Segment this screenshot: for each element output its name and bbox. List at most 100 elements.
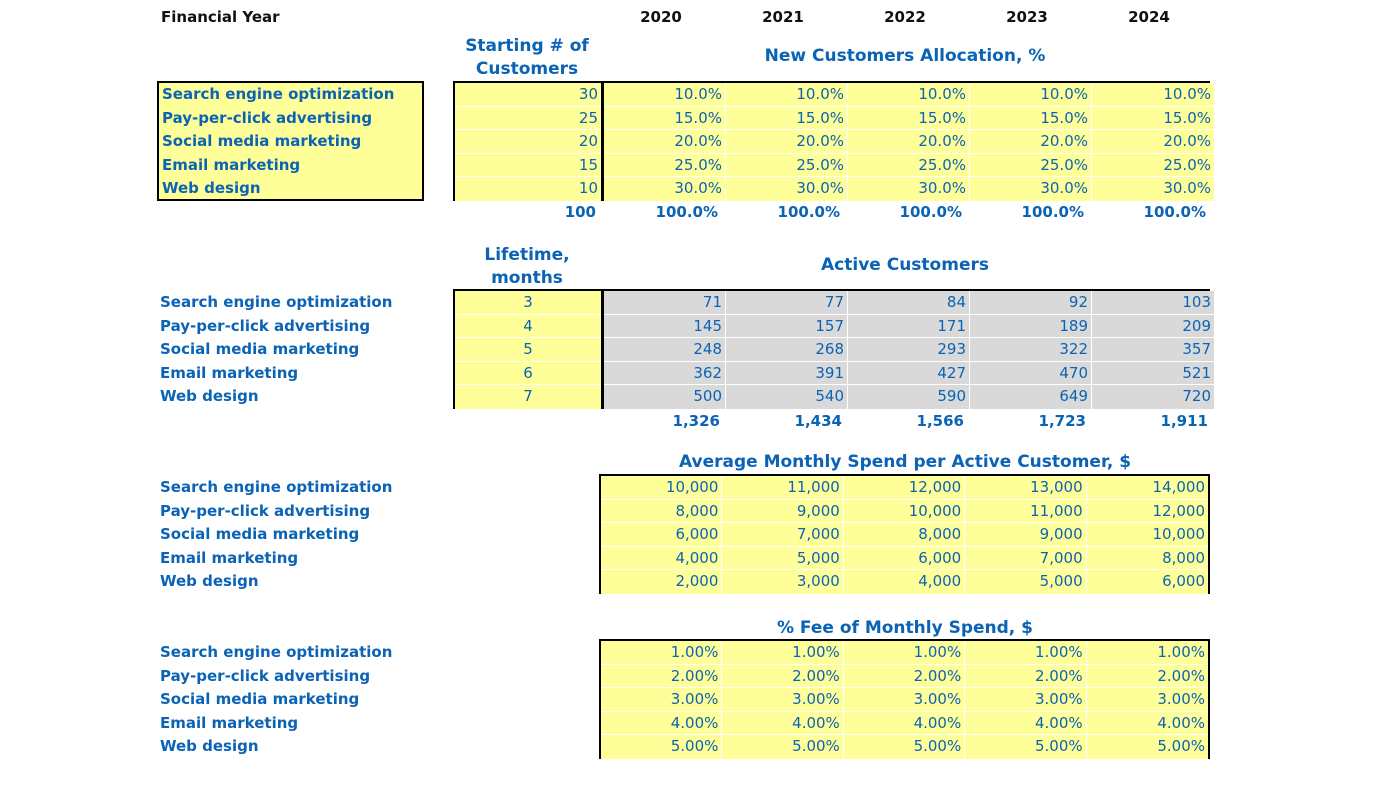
lifetime-cell[interactable]: 3 bbox=[455, 291, 601, 315]
fee-cell[interactable]: 5.00% bbox=[722, 735, 844, 759]
active-cell[interactable]: 209 bbox=[1092, 314, 1214, 339]
starting-customers-cell[interactable]: 30 bbox=[455, 83, 601, 107]
fee-cell[interactable]: 4.00% bbox=[1086, 711, 1209, 736]
fee-cell[interactable]: 1.00% bbox=[601, 641, 723, 665]
starting-customers-cell[interactable]: 25 bbox=[455, 106, 601, 131]
fee-cell[interactable]: 1.00% bbox=[722, 641, 844, 665]
lifetime-cell[interactable]: 5 bbox=[455, 338, 601, 362]
fee-cell[interactable]: 3.00% bbox=[722, 688, 844, 712]
fee-cell[interactable]: 3.00% bbox=[965, 688, 1087, 712]
fee-cell[interactable]: 4.00% bbox=[843, 711, 966, 736]
year-2024[interactable]: 2024 bbox=[1128, 8, 1170, 26]
active-cell[interactable]: 171 bbox=[848, 314, 970, 339]
allocation-cell[interactable]: 30.0% bbox=[726, 177, 848, 201]
allocation-cell[interactable]: 20.0% bbox=[604, 130, 726, 154]
active-cell[interactable]: 248 bbox=[604, 338, 726, 362]
year-2022[interactable]: 2022 bbox=[884, 8, 926, 26]
active-cell[interactable]: 293 bbox=[848, 338, 970, 362]
fee-cell[interactable]: 3.00% bbox=[843, 688, 966, 712]
fee-cell[interactable]: 5.00% bbox=[843, 735, 966, 759]
allocation-cell[interactable]: 10.0% bbox=[848, 83, 970, 107]
allocation-cell[interactable]: 20.0% bbox=[1092, 130, 1214, 154]
active-cell[interactable]: 357 bbox=[1092, 338, 1214, 362]
active-cell[interactable]: 77 bbox=[726, 291, 848, 315]
spend-cell[interactable]: 8,000 bbox=[1086, 546, 1209, 571]
starting-customers-cell[interactable]: 20 bbox=[455, 130, 601, 154]
starting-customers-cell[interactable]: 10 bbox=[455, 177, 601, 201]
active-cell[interactable]: 145 bbox=[604, 314, 726, 339]
active-cell[interactable]: 500 bbox=[604, 385, 726, 409]
spend-cell[interactable]: 2,000 bbox=[601, 570, 723, 594]
active-cell[interactable]: 540 bbox=[726, 385, 848, 409]
allocation-cell[interactable]: 10.0% bbox=[970, 83, 1092, 107]
allocation-cell[interactable]: 25.0% bbox=[604, 153, 726, 178]
active-cell[interactable]: 157 bbox=[726, 314, 848, 339]
allocation-cell[interactable]: 30.0% bbox=[970, 177, 1092, 201]
fee-cell[interactable]: 5.00% bbox=[601, 735, 723, 759]
active-cell[interactable]: 362 bbox=[604, 361, 726, 386]
spend-cell[interactable]: 10,000 bbox=[601, 476, 723, 500]
spend-cell[interactable]: 6,000 bbox=[843, 546, 966, 571]
fee-cell[interactable]: 3.00% bbox=[1086, 688, 1209, 712]
active-cell[interactable]: 92 bbox=[970, 291, 1092, 315]
year-2021[interactable]: 2021 bbox=[762, 8, 804, 26]
active-cell[interactable]: 720 bbox=[1092, 385, 1214, 409]
active-cell[interactable]: 391 bbox=[726, 361, 848, 386]
spend-cell[interactable]: 11,000 bbox=[722, 476, 844, 500]
fee-cell[interactable]: 3.00% bbox=[601, 688, 723, 712]
active-cell[interactable]: 268 bbox=[726, 338, 848, 362]
allocation-cell[interactable]: 30.0% bbox=[1092, 177, 1214, 201]
spend-cell[interactable]: 9,000 bbox=[722, 499, 844, 524]
spend-cell[interactable]: 12,000 bbox=[843, 476, 966, 500]
allocation-cell[interactable]: 15.0% bbox=[604, 106, 726, 131]
active-cell[interactable]: 103 bbox=[1092, 291, 1214, 315]
spend-cell[interactable]: 8,000 bbox=[601, 499, 723, 524]
fee-cell[interactable]: 4.00% bbox=[722, 711, 844, 736]
spend-cell[interactable]: 7,000 bbox=[722, 523, 844, 547]
active-cell[interactable]: 590 bbox=[848, 385, 970, 409]
fee-cell[interactable]: 2.00% bbox=[843, 664, 966, 689]
allocation-cell[interactable]: 25.0% bbox=[1092, 153, 1214, 178]
allocation-cell[interactable]: 15.0% bbox=[726, 106, 848, 131]
spend-cell[interactable]: 4,000 bbox=[601, 546, 723, 571]
allocation-cell[interactable]: 20.0% bbox=[848, 130, 970, 154]
spend-cell[interactable]: 9,000 bbox=[965, 523, 1087, 547]
fee-cell[interactable]: 2.00% bbox=[722, 664, 844, 689]
allocation-cell[interactable]: 20.0% bbox=[726, 130, 848, 154]
lifetime-cell[interactable]: 6 bbox=[455, 361, 601, 386]
spend-cell[interactable]: 13,000 bbox=[965, 476, 1087, 500]
spend-cell[interactable]: 10,000 bbox=[1086, 523, 1209, 547]
fee-cell[interactable]: 1.00% bbox=[1086, 641, 1209, 665]
fee-cell[interactable]: 5.00% bbox=[965, 735, 1087, 759]
year-2020[interactable]: 2020 bbox=[640, 8, 682, 26]
allocation-cell[interactable]: 15.0% bbox=[1092, 106, 1214, 131]
allocation-cell[interactable]: 25.0% bbox=[848, 153, 970, 178]
allocation-cell[interactable]: 25.0% bbox=[970, 153, 1092, 178]
allocation-cell[interactable]: 30.0% bbox=[848, 177, 970, 201]
year-2023[interactable]: 2023 bbox=[1006, 8, 1048, 26]
allocation-cell[interactable]: 30.0% bbox=[604, 177, 726, 201]
spend-cell[interactable]: 10,000 bbox=[843, 499, 966, 524]
fee-cell[interactable]: 4.00% bbox=[965, 711, 1087, 736]
fee-cell[interactable]: 2.00% bbox=[965, 664, 1087, 689]
active-cell[interactable]: 649 bbox=[970, 385, 1092, 409]
spend-cell[interactable]: 8,000 bbox=[843, 523, 966, 547]
spend-cell[interactable]: 6,000 bbox=[1086, 570, 1209, 594]
active-cell[interactable]: 427 bbox=[848, 361, 970, 386]
allocation-cell[interactable]: 15.0% bbox=[848, 106, 970, 131]
allocation-cell[interactable]: 15.0% bbox=[970, 106, 1092, 131]
allocation-cell[interactable]: 10.0% bbox=[604, 83, 726, 107]
lifetime-cell[interactable]: 4 bbox=[455, 314, 601, 339]
active-cell[interactable]: 470 bbox=[970, 361, 1092, 386]
spend-cell[interactable]: 7,000 bbox=[965, 546, 1087, 571]
spend-cell[interactable]: 3,000 bbox=[722, 570, 844, 594]
spend-cell[interactable]: 14,000 bbox=[1086, 476, 1209, 500]
starting-customers-cell[interactable]: 15 bbox=[455, 153, 601, 178]
fee-cell[interactable]: 4.00% bbox=[601, 711, 723, 736]
spend-cell[interactable]: 12,000 bbox=[1086, 499, 1209, 524]
allocation-cell[interactable]: 10.0% bbox=[1092, 83, 1214, 107]
fee-cell[interactable]: 2.00% bbox=[601, 664, 723, 689]
allocation-cell[interactable]: 25.0% bbox=[726, 153, 848, 178]
spend-cell[interactable]: 5,000 bbox=[722, 546, 844, 571]
fee-cell[interactable]: 2.00% bbox=[1086, 664, 1209, 689]
